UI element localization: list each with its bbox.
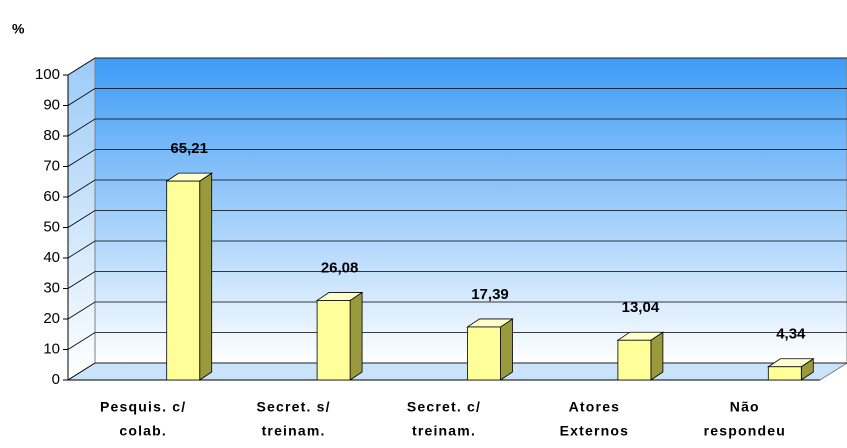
grid-line <box>67 301 847 320</box>
grid-line <box>67 362 847 381</box>
y-tick-label: 90 <box>43 96 60 113</box>
y-tick-label: 100 <box>35 66 60 83</box>
x-tick-label: respondeu <box>704 423 786 439</box>
bar-front <box>166 180 201 381</box>
bar <box>165 172 214 381</box>
y-tick-label: 70 <box>43 157 60 174</box>
x-tick-label: Pesquis. c/ <box>100 399 186 415</box>
grid-line <box>67 332 847 350</box>
x-tick-label: Atores <box>569 399 621 415</box>
data-label: 13,04 <box>622 299 660 316</box>
x-tick-label: colab. <box>119 423 167 439</box>
bar <box>315 291 364 381</box>
bar-side <box>349 291 363 381</box>
grid-line <box>67 271 847 289</box>
y-tick-label: 50 <box>43 218 60 235</box>
bar <box>616 331 665 381</box>
x-tick-label: treinam. <box>262 423 326 439</box>
bar <box>466 318 514 381</box>
bar-front <box>617 339 652 381</box>
x-tick-label: Secret. s/ <box>256 399 330 415</box>
x-tick-label: Externos <box>560 423 630 439</box>
y-axis-label: % <box>12 21 25 37</box>
grid-line <box>67 210 847 228</box>
bar-front <box>467 326 501 381</box>
y-tick-label: 20 <box>43 310 60 327</box>
grid-line <box>67 88 847 106</box>
data-label: 4,34 <box>776 326 806 343</box>
y-tick-label: 40 <box>43 249 60 266</box>
grid-line <box>67 240 847 259</box>
y-tick-label: 10 <box>43 340 60 357</box>
y-tick-label: 30 <box>43 279 60 296</box>
grid-line <box>67 57 847 76</box>
y-tick-label: 80 <box>43 127 60 144</box>
x-tick-label: Não <box>730 399 760 415</box>
data-label: 65,21 <box>170 140 208 157</box>
grid-line <box>67 179 847 198</box>
bar <box>766 358 815 381</box>
grid-line <box>67 118 847 137</box>
y-tick-label: 0 <box>52 371 60 388</box>
y-tick-label: 60 <box>43 188 60 205</box>
bar-side <box>199 172 213 381</box>
bar-front <box>316 300 351 381</box>
x-tick-label: Secret. c/ <box>407 399 481 415</box>
data-label: 26,08 <box>321 259 359 276</box>
grid-line <box>67 149 847 167</box>
data-label: 17,39 <box>471 286 509 303</box>
bar-side <box>500 318 513 381</box>
bar-front <box>767 366 802 381</box>
x-tick-label: treinam. <box>412 423 476 439</box>
